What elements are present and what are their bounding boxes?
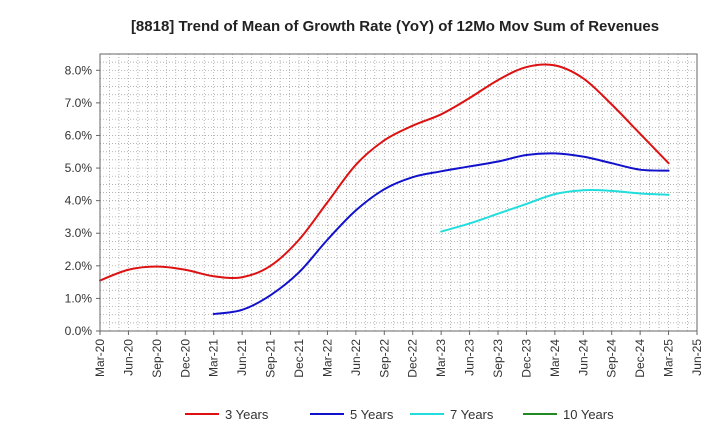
x-tick-label: Dec-21 xyxy=(292,339,306,378)
y-tick-label: 3.0% xyxy=(65,226,93,240)
y-tick-label: 6.0% xyxy=(65,128,93,142)
y-axis: 0.0% 1.0% 2.0% 3.0% 4.0% 5.0% 6.0% 7.0% 8.0% xyxy=(65,63,100,338)
legend-label: 5 Years xyxy=(350,407,394,422)
y-tick-label: 1.0% xyxy=(65,291,93,305)
y-tick-label: 5.0% xyxy=(65,161,93,175)
series-layer xyxy=(99,63,670,316)
x-tick-label: Sep-20 xyxy=(150,339,164,378)
chart-title: [8818] Trend of Mean of Growth Rate (YoY… xyxy=(131,18,659,35)
x-tick-label: Sep-24 xyxy=(605,339,619,378)
series-line-5-years xyxy=(212,152,670,316)
series-line-3-years xyxy=(99,63,670,282)
x-tick-label: Jun-21 xyxy=(235,339,249,376)
x-tick-label: Mar-21 xyxy=(207,339,221,377)
x-tick-label: Dec-20 xyxy=(178,339,192,378)
x-tick-label: Mar-22 xyxy=(320,339,334,377)
x-tick-label: Mar-23 xyxy=(434,339,448,377)
grid xyxy=(100,54,697,331)
y-tick-label: 0.0% xyxy=(65,324,93,338)
x-tick-label: Sep-23 xyxy=(491,339,505,378)
plot-frame xyxy=(99,53,698,332)
x-tick-label: Sep-21 xyxy=(264,339,278,378)
x-tick-label: Dec-24 xyxy=(633,339,647,378)
series-line-7-years xyxy=(440,189,670,233)
y-tick-label: 8.0% xyxy=(65,63,93,77)
y-tick-label: 4.0% xyxy=(65,194,93,208)
x-tick-label: Jun-25 xyxy=(690,339,704,376)
x-tick-label: Jun-24 xyxy=(576,339,590,376)
x-tick-label: Mar-24 xyxy=(548,339,562,377)
y-tick-label: 2.0% xyxy=(65,259,93,273)
y-tick-label: 7.0% xyxy=(65,96,93,110)
legend-label: 3 Years xyxy=(225,407,269,422)
x-tick-label: Dec-23 xyxy=(519,339,533,378)
x-tick-label: Jun-23 xyxy=(463,339,477,376)
x-tick-label: Sep-22 xyxy=(377,339,391,378)
x-tick-label: Mar-25 xyxy=(662,339,676,377)
x-tick-label: Mar-20 xyxy=(93,339,107,377)
x-tick-label: Jun-22 xyxy=(349,339,363,376)
x-axis: Mar-20 Jun-20 Sep-20 Dec-20 Mar-21 Jun-21 Sep-… xyxy=(93,331,704,378)
legend-label: 10 Years xyxy=(563,407,614,422)
legend-label: 7 Years xyxy=(450,407,494,422)
x-tick-label: Jun-20 xyxy=(121,339,135,376)
legend: 3 Years 5 Years 7 Years 10 Years xyxy=(185,407,614,422)
x-tick-label: Dec-22 xyxy=(406,339,420,378)
